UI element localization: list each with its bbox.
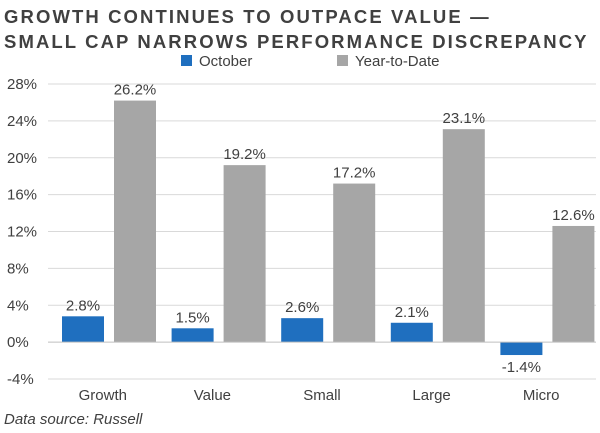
data-source-note: Data source: Russell [4,411,143,428]
bar-ytd [552,225,595,343]
y-tick-label: 28% [7,76,37,93]
legend-swatch-ytd [337,55,348,66]
data-label-october: 2.1% [395,304,429,321]
bar-october [281,318,324,343]
x-category-label: Small [303,387,341,404]
y-tick-label: 12% [7,224,37,241]
bar-october [62,316,104,343]
x-category-label: Large [412,387,450,404]
data-label-ytd: 17.2% [333,165,376,182]
data-label-ytd: 12.6% [552,207,595,224]
bar-ytd [114,100,156,343]
data-label-ytd: 23.1% [443,110,486,127]
data-label-october: -1.4% [502,359,541,376]
y-tick-label: 0% [7,334,29,351]
y-tick-label: -4% [7,371,34,388]
y-tick-label: 8% [7,260,29,277]
y-tick-label: 4% [7,297,29,314]
data-label-october: 2.6% [285,299,319,316]
y-tick-label: 20% [7,150,37,167]
legend-label-october: October [199,53,252,70]
title-line-2: SMALL CAP NARROWS PERFORMANCE DISCREPANC… [4,31,589,52]
title-line-1: GROWTH CONTINUES TO OUTPACE VALUE — [4,6,491,27]
chart-title: GROWTH CONTINUES TO OUTPACE VALUE — SMAL… [4,4,589,54]
data-label-october: 1.5% [175,309,209,326]
bar-october [390,322,433,343]
data-label-ytd: 19.2% [223,146,266,163]
x-category-label: Micro [523,387,560,404]
y-tick-label: 16% [7,187,37,204]
y-tick-label: 24% [7,113,37,130]
bar-ytd [333,183,376,343]
bar-ytd [442,129,485,343]
legend-label-ytd: Year-to-Date [355,53,440,70]
data-label-october: 2.8% [66,297,100,314]
bar-october [500,342,543,356]
bar-october [171,328,214,343]
legend-swatch-october [181,55,192,66]
x-category-label: Growth [79,387,127,404]
x-category-label: Value [194,387,231,404]
data-label-ytd: 26.2% [114,82,157,99]
bar-ytd [223,165,266,343]
